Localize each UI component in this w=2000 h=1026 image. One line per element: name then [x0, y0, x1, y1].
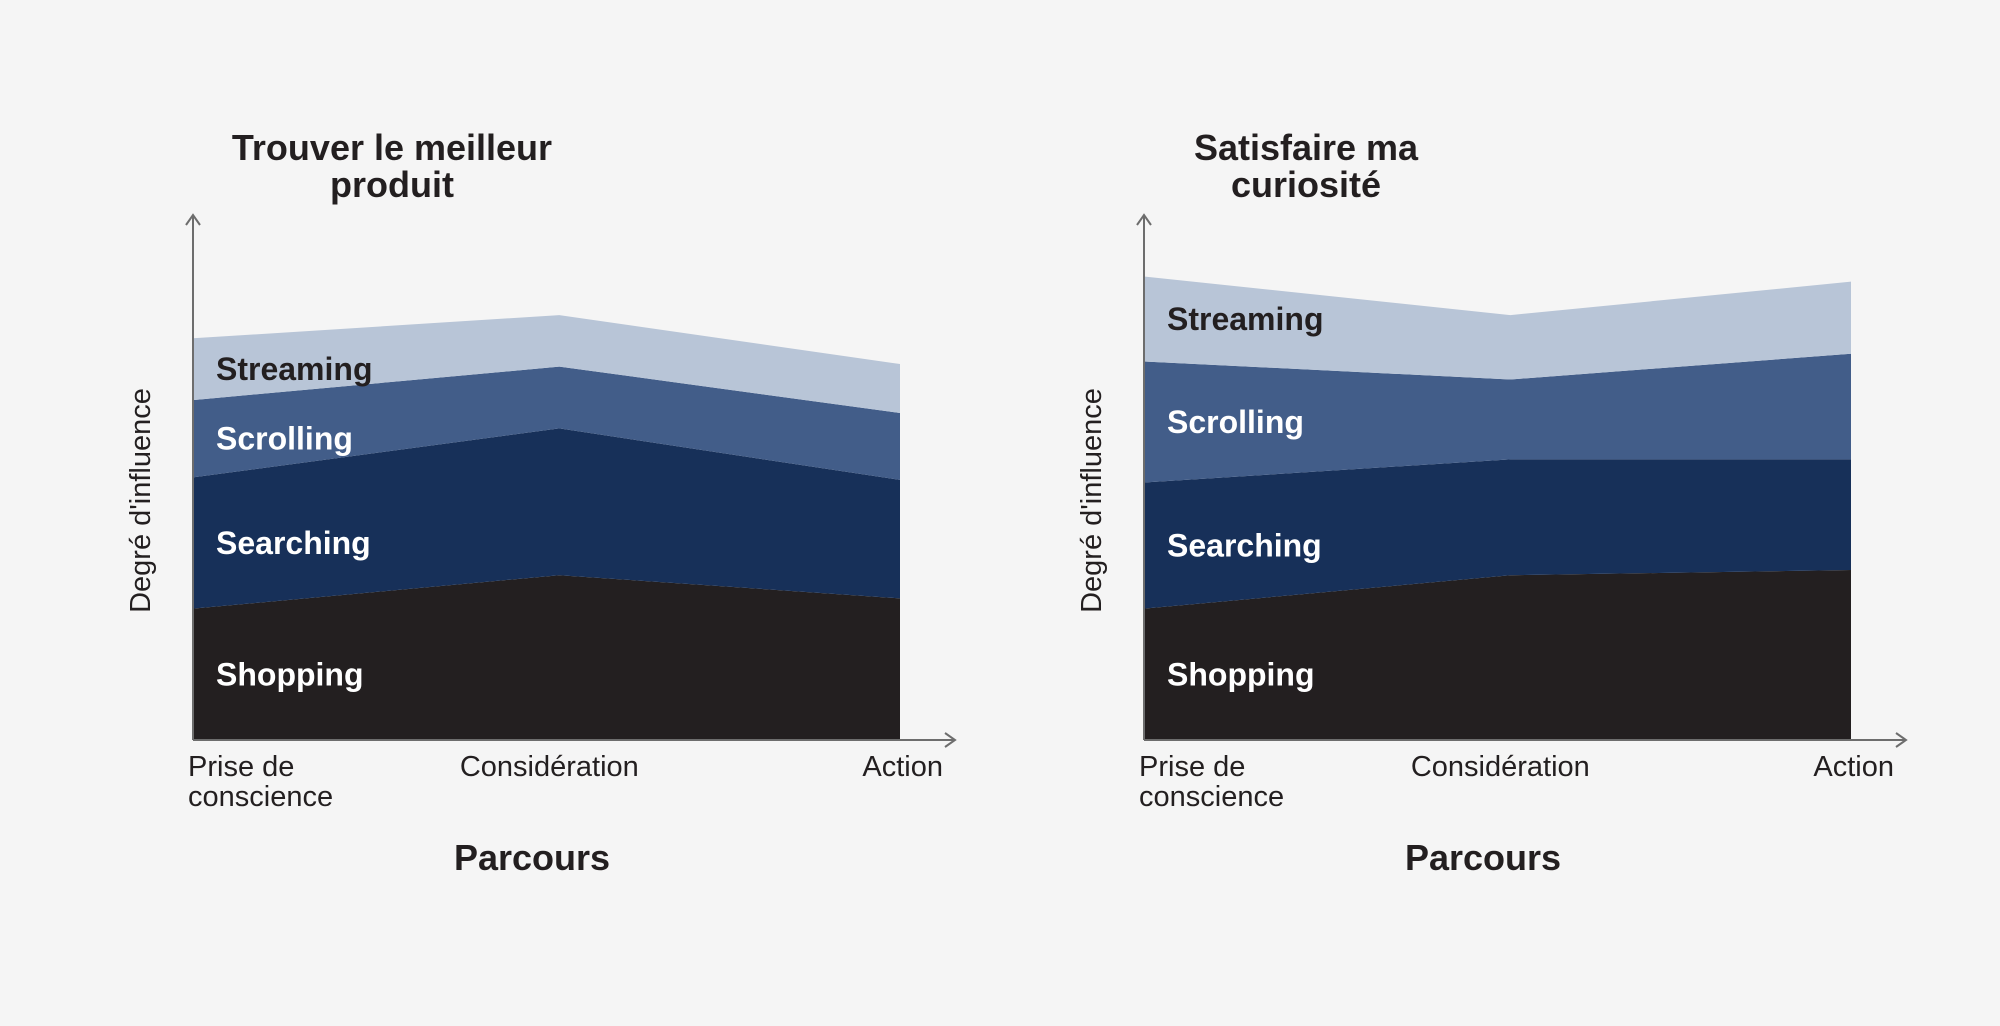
x-tick-label-action: Action	[1813, 751, 1894, 783]
chart-trouver-le-meilleur-produit: Shopping Searching Scrolling Streaming Trouv…	[125, 127, 957, 878]
series-label-shopping: Shopping	[216, 656, 364, 692]
chart-title: Trouver le meilleur produit	[232, 127, 552, 205]
x-axis-label: Parcours	[454, 837, 610, 878]
x-tick-label-consideration: Considération	[1411, 751, 1590, 783]
series-label-searching: Searching	[216, 525, 371, 561]
series-label-streaming: Streaming	[216, 351, 372, 387]
area-scrolling	[193, 366, 900, 480]
area-searching	[1144, 459, 1851, 609]
y-axis-label: Degré d'influence	[125, 388, 157, 613]
y-axis-label: Degré d'influence	[1076, 388, 1108, 613]
area-scrolling	[1144, 353, 1851, 483]
x-tick-label-prise-de-conscience: Prise de conscience	[188, 751, 333, 813]
series-label-shopping: Shopping	[1167, 656, 1315, 692]
area-shopping	[1144, 570, 1851, 740]
x-tick-label-prise-de-conscience: Prise de conscience	[1139, 751, 1284, 813]
series-label-searching: Searching	[1167, 528, 1322, 564]
area-streaming	[193, 315, 900, 413]
x-axis-label: Parcours	[1405, 837, 1561, 878]
series-label-scrolling: Scrolling	[216, 421, 353, 457]
chart-satisfaire-ma-curiosite: Shopping Searching Scrolling Streaming Satis…	[1076, 127, 1908, 878]
series-label-scrolling: Scrolling	[1167, 404, 1304, 440]
x-axis-arrow	[1895, 732, 1908, 748]
y-axis-arrow	[185, 213, 201, 226]
x-axis-arrow	[944, 732, 957, 748]
series-label-streaming: Streaming	[1167, 301, 1323, 337]
area-shopping	[193, 575, 900, 740]
chart-title: Satisfaire ma curiosité	[1194, 127, 1419, 205]
x-tick-label-action: Action	[862, 751, 943, 783]
area-searching	[193, 428, 900, 609]
y-axis-arrow	[1136, 213, 1152, 226]
x-tick-label-consideration: Considération	[460, 751, 639, 783]
area-streaming	[1144, 276, 1851, 380]
